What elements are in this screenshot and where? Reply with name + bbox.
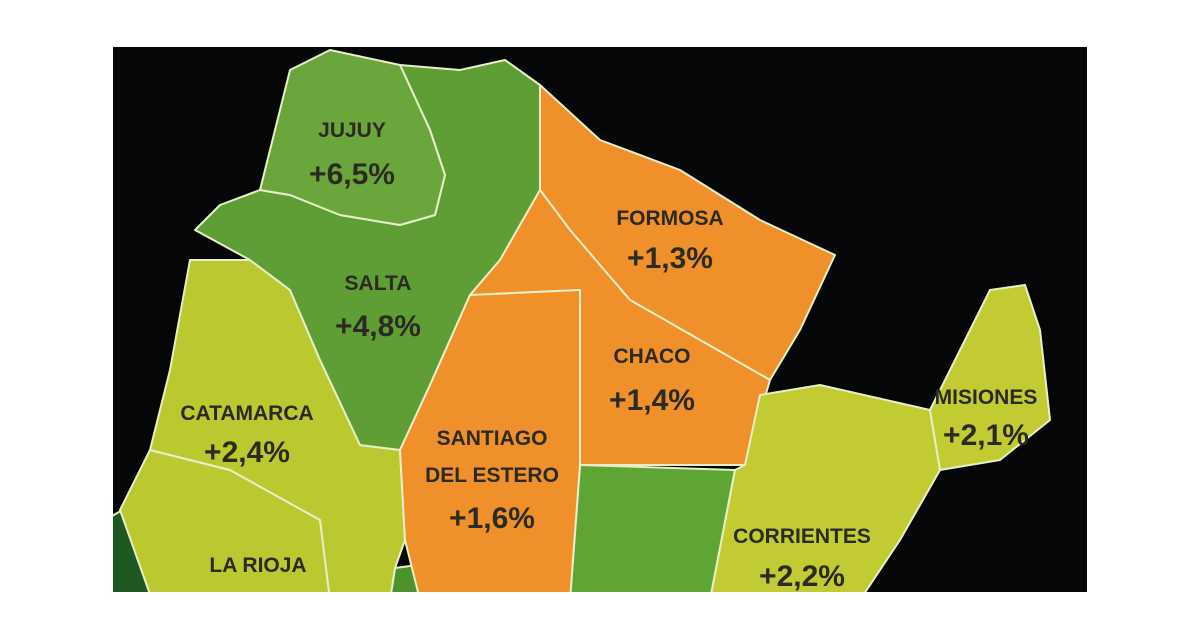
region-value: +1,3%: [627, 242, 713, 275]
province-jujuy: [259, 49, 446, 226]
region-value: +2,4%: [204, 436, 290, 469]
region-value: +4,8%: [335, 310, 421, 343]
region-name: DEL ESTERO: [425, 464, 559, 487]
region-name: LA RIOJA: [209, 554, 306, 577]
region-name: CHACO: [614, 345, 691, 368]
province-misiones: [929, 284, 1051, 471]
region-name: SANTIAGO: [437, 427, 548, 450]
province-santiago: [399, 289, 581, 592]
region-name: CORRIENTES: [733, 525, 871, 548]
province-corrientes: [710, 384, 941, 592]
region-name: FORMOSA: [616, 207, 723, 230]
region-name: SALTA: [345, 272, 412, 295]
region-name: MISIONES: [935, 386, 1038, 409]
region-value: +2,2%: [759, 560, 845, 593]
region-name: CATAMARCA: [180, 402, 313, 425]
province-santa-fe: [569, 464, 736, 592]
region-value: +2,1%: [943, 419, 1029, 452]
region-value: +6,5%: [309, 158, 395, 191]
region-name: JUJUY: [318, 119, 386, 142]
region-value: +1,6%: [449, 502, 535, 535]
region-value: +1,4%: [609, 384, 695, 417]
